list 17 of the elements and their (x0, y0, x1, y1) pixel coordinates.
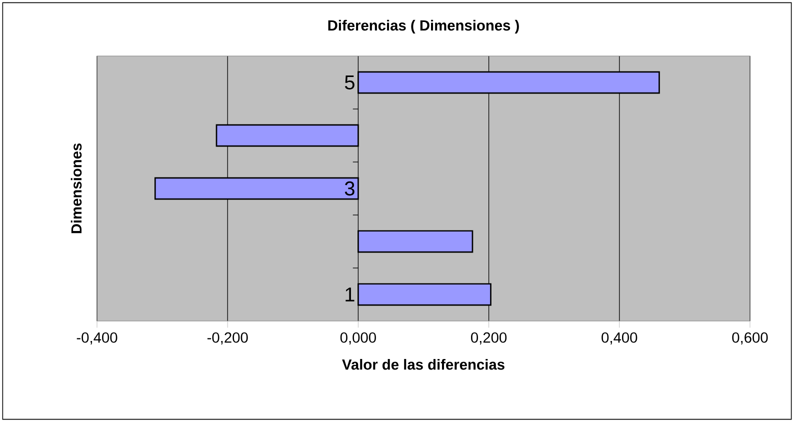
x-tick-label: 0,400 (602, 332, 638, 344)
x-tick-label: 0,200 (471, 332, 507, 344)
y-tick-label: 5 (344, 76, 354, 90)
bar (154, 177, 359, 200)
bar (216, 124, 359, 147)
x-tick-label: -0,200 (207, 332, 248, 344)
bar (358, 71, 660, 94)
y-tick-label: 1 (346, 288, 354, 302)
y-tick-label: 3 (344, 181, 354, 196)
x-tick-label: -0,400 (76, 332, 118, 344)
chart-title: Diferencias ( Dimensiones ) (328, 20, 519, 34)
bar (358, 283, 492, 306)
x-tick-label: 0,000 (340, 332, 376, 344)
x-tick-label: 0,600 (732, 332, 768, 344)
x-axis-title: Valor de las diferencias (342, 358, 504, 370)
bar (358, 230, 474, 253)
y-axis-title: Dimensiones (70, 143, 82, 234)
